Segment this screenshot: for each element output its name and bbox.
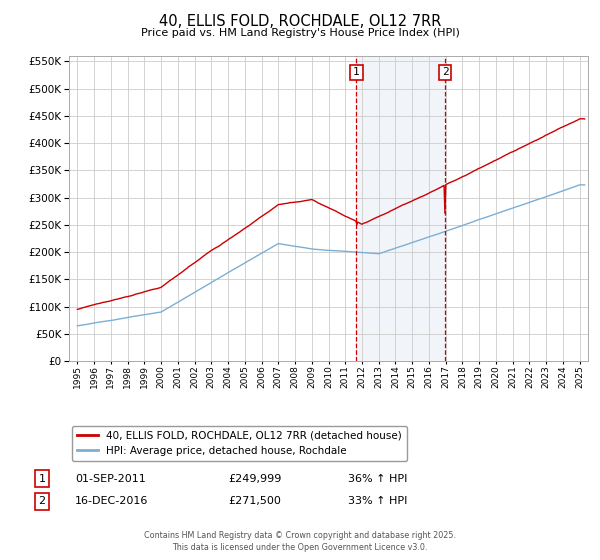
Text: 40, ELLIS FOLD, ROCHDALE, OL12 7RR: 40, ELLIS FOLD, ROCHDALE, OL12 7RR bbox=[159, 14, 441, 29]
Text: 2: 2 bbox=[442, 67, 448, 77]
Legend: 40, ELLIS FOLD, ROCHDALE, OL12 7RR (detached house), HPI: Average price, detache: 40, ELLIS FOLD, ROCHDALE, OL12 7RR (deta… bbox=[71, 426, 407, 461]
Text: £271,500: £271,500 bbox=[228, 496, 281, 506]
Text: 01-SEP-2011: 01-SEP-2011 bbox=[75, 474, 146, 484]
Text: 33% ↑ HPI: 33% ↑ HPI bbox=[348, 496, 407, 506]
Text: £249,999: £249,999 bbox=[228, 474, 281, 484]
Text: Contains HM Land Registry data © Crown copyright and database right 2025.
This d: Contains HM Land Registry data © Crown c… bbox=[144, 531, 456, 552]
Text: 1: 1 bbox=[353, 67, 360, 77]
Text: 2: 2 bbox=[38, 496, 46, 506]
Bar bbox=[356, 56, 445, 361]
Text: Price paid vs. HM Land Registry's House Price Index (HPI): Price paid vs. HM Land Registry's House … bbox=[140, 28, 460, 38]
Text: 1: 1 bbox=[38, 474, 46, 484]
Text: 36% ↑ HPI: 36% ↑ HPI bbox=[348, 474, 407, 484]
Text: 16-DEC-2016: 16-DEC-2016 bbox=[75, 496, 148, 506]
